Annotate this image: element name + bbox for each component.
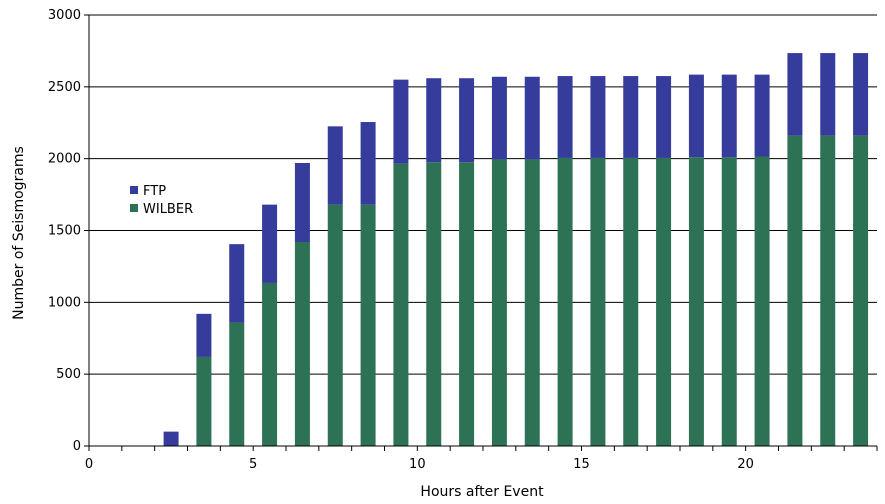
bar-ftp bbox=[787, 53, 803, 136]
y-tick-label: 500 bbox=[56, 367, 81, 382]
bar-ftp bbox=[163, 431, 179, 446]
bar-wilber bbox=[590, 157, 606, 446]
x-tick-label: 15 bbox=[573, 457, 590, 472]
bar-ftp bbox=[688, 74, 704, 158]
x-tick-label: 10 bbox=[409, 457, 426, 472]
bar-ftp bbox=[820, 53, 836, 136]
bar-wilber bbox=[557, 157, 573, 446]
bar-wilber bbox=[393, 163, 409, 446]
bar-wilber bbox=[491, 159, 507, 446]
bar-wilber bbox=[262, 282, 278, 446]
bar-ftp bbox=[196, 313, 212, 357]
bar-ftp bbox=[656, 76, 672, 158]
bar-ftp bbox=[262, 204, 278, 283]
bar-wilber bbox=[820, 135, 836, 446]
x-axis-title: Hours after Event bbox=[420, 484, 544, 500]
bar-wilber bbox=[327, 204, 343, 446]
x-tick-label: 5 bbox=[249, 457, 257, 472]
bar-ftp bbox=[590, 76, 606, 158]
x-tick-label: 0 bbox=[85, 457, 93, 472]
bar-wilber bbox=[360, 204, 376, 446]
bar-ftp bbox=[524, 76, 540, 160]
bar-wilber bbox=[721, 157, 737, 447]
bar-wilber bbox=[294, 241, 310, 446]
bar-wilber bbox=[754, 156, 770, 447]
bar-ftp bbox=[426, 78, 442, 163]
tick-labels: 0 500 1000 1500 2000 2500 3000 0 5 10 15 20 bbox=[48, 8, 754, 472]
legend: FTP WILBER bbox=[130, 184, 193, 217]
y-tick-label: 0 bbox=[73, 439, 81, 454]
bar-wilber bbox=[426, 162, 442, 446]
y-tick-label: 1500 bbox=[48, 224, 81, 239]
bar-ftp bbox=[459, 78, 475, 163]
bar-wilber bbox=[196, 356, 212, 446]
legend-label-ftp: FTP bbox=[143, 184, 166, 199]
bar-wilber bbox=[656, 157, 672, 446]
bar-ftp bbox=[754, 74, 770, 157]
bar-ftp bbox=[229, 244, 245, 323]
legend-swatch-wilber bbox=[130, 204, 138, 212]
bar-ftp bbox=[491, 76, 507, 160]
bar-wilber bbox=[853, 135, 869, 446]
y-tick-label: 3000 bbox=[48, 8, 81, 23]
x-tick-label: 20 bbox=[737, 457, 754, 472]
bar-ftp bbox=[294, 162, 310, 242]
y-tick-label: 2000 bbox=[48, 152, 81, 167]
bar-ftp bbox=[557, 76, 573, 158]
bar-wilber bbox=[623, 157, 639, 446]
y-axis-title: Number of Seismograms bbox=[11, 146, 27, 320]
bar-ftp bbox=[327, 126, 343, 205]
bar-wilber bbox=[459, 162, 475, 446]
bar-wilber bbox=[229, 322, 245, 446]
bar-ftp bbox=[721, 74, 737, 158]
bar-ftp bbox=[393, 79, 409, 164]
bar-wilber bbox=[524, 159, 540, 446]
y-tick-label: 2500 bbox=[48, 80, 81, 95]
gridlines bbox=[89, 14, 877, 375]
bar-wilber bbox=[787, 135, 803, 446]
legend-swatch-ftp bbox=[130, 186, 138, 194]
axes bbox=[84, 14, 878, 451]
bar-ftp bbox=[360, 122, 376, 205]
bar-wilber bbox=[688, 157, 704, 447]
bars bbox=[163, 53, 869, 447]
bar-ftp bbox=[853, 53, 869, 136]
bar-ftp bbox=[623, 76, 639, 158]
y-tick-label: 1000 bbox=[48, 295, 81, 310]
legend-label-wilber: WILBER bbox=[143, 202, 193, 217]
